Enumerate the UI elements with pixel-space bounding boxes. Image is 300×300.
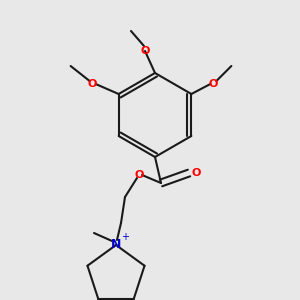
- Text: O: O: [209, 79, 218, 89]
- Text: O: O: [134, 170, 144, 180]
- Text: O: O: [88, 79, 97, 89]
- Text: O: O: [191, 168, 201, 178]
- Text: O: O: [140, 46, 150, 56]
- Text: N: N: [111, 238, 121, 251]
- Text: +: +: [121, 232, 129, 242]
